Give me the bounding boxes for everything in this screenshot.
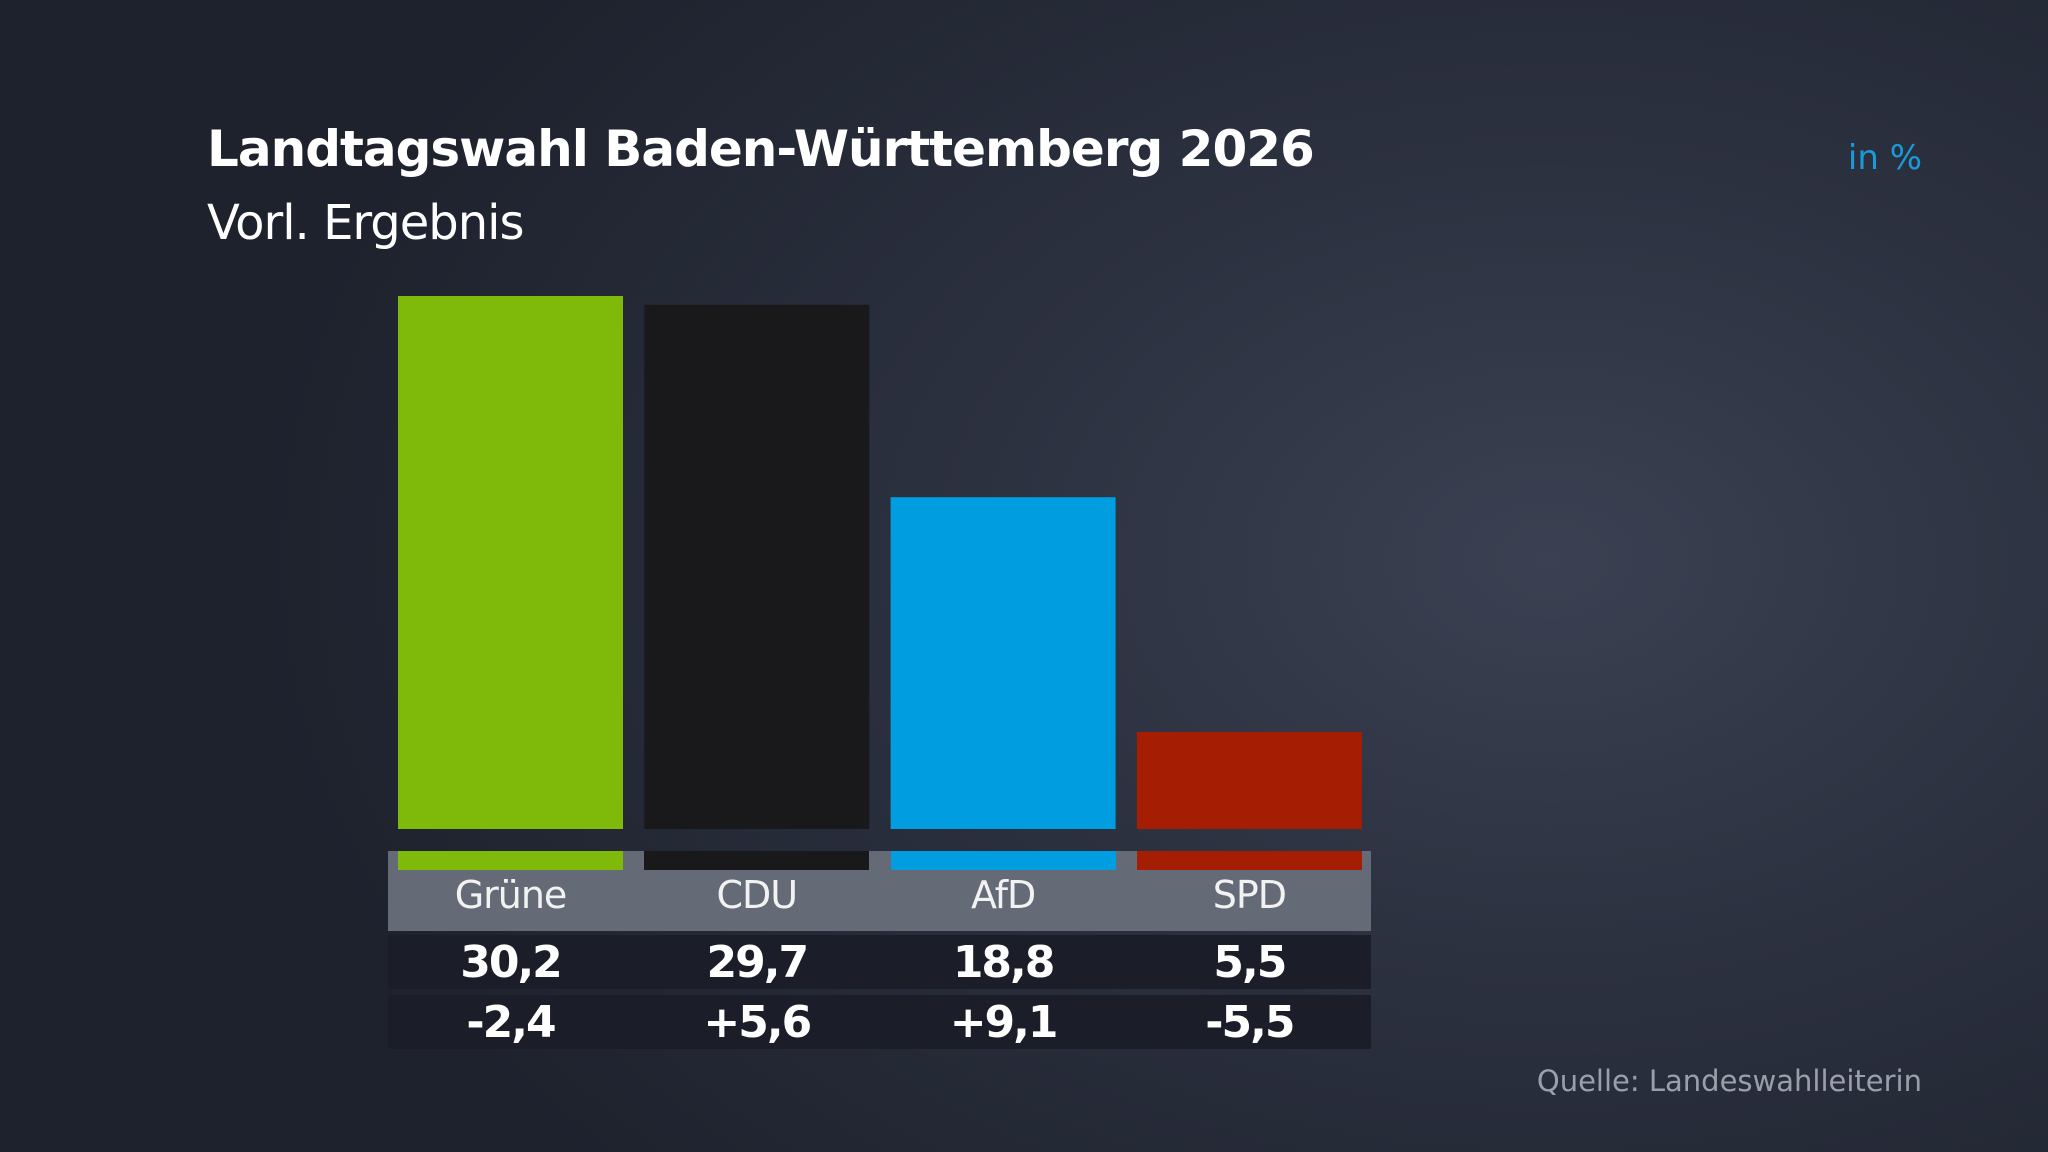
party-label: AfD	[970, 873, 1036, 917]
party-label: CDU	[716, 873, 798, 917]
party-label: Grüne	[454, 873, 568, 917]
value-label: 5,5	[1213, 937, 1287, 988]
change-row: -2,4 +5,6 +9,1 -5,5	[388, 995, 1371, 1049]
color-strip-2	[890, 851, 1116, 870]
color-strip-1	[644, 851, 870, 870]
unit-label: in %	[1847, 138, 1922, 178]
bar-grüne	[398, 296, 623, 829]
value-label: 18,8	[952, 937, 1056, 988]
bar-afd	[890, 497, 1116, 829]
change-label: +9,1	[949, 997, 1059, 1048]
source-note: Quelle: Landeswahlleiterin	[1536, 1064, 1922, 1098]
chart-subtitle: Vorl. Ergebnis	[207, 195, 525, 251]
value-row: 30,2 29,7 18,8 5,5	[388, 935, 1371, 989]
change-label: -5,5	[1205, 997, 1295, 1048]
color-strip-0	[398, 851, 623, 870]
party-label: SPD	[1212, 873, 1287, 917]
bar-cdu	[644, 304, 870, 830]
chart-title: Landtagswahl Baden-Württemberg 2026	[207, 120, 1315, 178]
value-label: 30,2	[460, 937, 563, 988]
color-strip-3	[1136, 851, 1362, 870]
value-label: 29,7	[706, 937, 810, 988]
bar-spd	[1136, 731, 1362, 829]
party-name-row: Grüne CDU AfD SPD	[388, 851, 1371, 931]
change-label: +5,6	[703, 997, 812, 1048]
change-label: -2,4	[466, 997, 556, 1048]
